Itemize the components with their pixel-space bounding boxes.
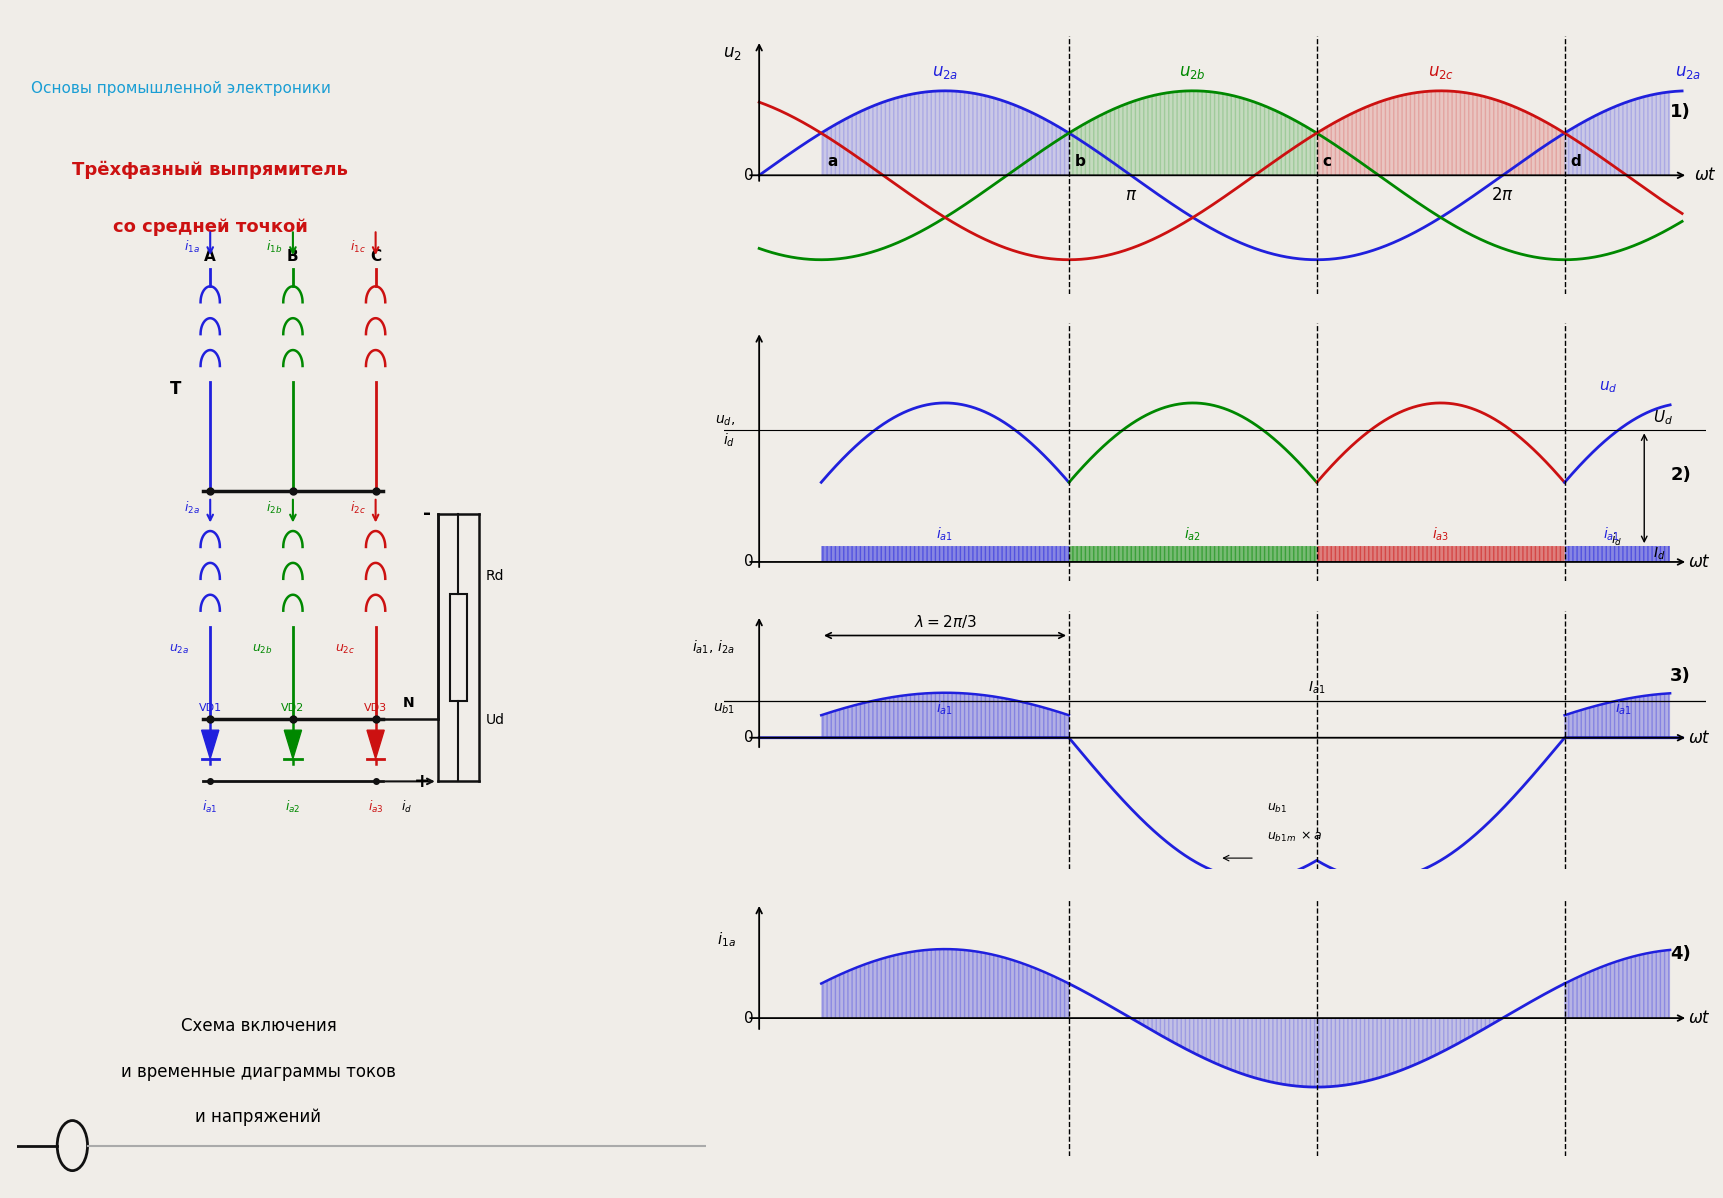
Text: $u_d$: $u_d$ xyxy=(1599,380,1618,395)
Text: VD1: VD1 xyxy=(198,703,222,713)
Text: 0: 0 xyxy=(744,1011,753,1025)
Text: a: a xyxy=(827,153,837,169)
Text: N: N xyxy=(403,696,415,710)
Polygon shape xyxy=(367,731,384,758)
Text: $u_2$: $u_2$ xyxy=(722,44,741,62)
Text: $u_{b1}$: $u_{b1}$ xyxy=(713,702,736,716)
Text: VD2: VD2 xyxy=(281,703,305,713)
Text: C: C xyxy=(370,248,381,264)
Text: Основы промышленной электроники: Основы промышленной электроники xyxy=(31,81,331,97)
Text: $i_d$: $i_d$ xyxy=(1611,532,1621,547)
Text: $I_d$: $I_d$ xyxy=(1652,546,1664,562)
Polygon shape xyxy=(202,731,219,758)
Text: $i_{a3}$: $i_{a3}$ xyxy=(367,799,384,815)
Text: 3): 3) xyxy=(1670,667,1690,685)
Text: $i_{1c}$: $i_{1c}$ xyxy=(350,238,365,254)
Text: $u_{2a}$: $u_{2a}$ xyxy=(169,643,190,657)
Text: $U_d$: $U_d$ xyxy=(1652,409,1673,428)
Text: 0: 0 xyxy=(744,555,753,569)
Text: $i_{a1}$: $i_{a1}$ xyxy=(202,799,219,815)
Text: VD3: VD3 xyxy=(364,703,388,713)
Text: $i_{a1}$: $i_{a1}$ xyxy=(937,526,953,543)
Text: $i_{a1}$: $i_{a1}$ xyxy=(1604,526,1620,543)
Text: $i_{a1},\,i_{2a}$: $i_{a1},\,i_{2a}$ xyxy=(693,639,736,657)
Text: $u_{2a}$: $u_{2a}$ xyxy=(932,62,958,80)
Text: $I_{a1}$: $I_{a1}$ xyxy=(1308,679,1325,696)
Text: $\omega t$: $\omega t$ xyxy=(1689,553,1711,571)
Polygon shape xyxy=(284,731,302,758)
Text: 0: 0 xyxy=(744,731,753,745)
Text: d: d xyxy=(1570,153,1582,169)
Text: $i_{a1}$: $i_{a1}$ xyxy=(1614,700,1632,718)
Text: $u_{b1m}\;\times a$: $u_{b1m}\;\times a$ xyxy=(1266,830,1322,843)
Text: $\omega t$: $\omega t$ xyxy=(1689,1009,1711,1027)
Text: 1): 1) xyxy=(1670,103,1690,121)
Text: $u_{2c}$: $u_{2c}$ xyxy=(334,643,355,657)
Text: b: b xyxy=(1075,153,1085,169)
Text: $i_{a3}$: $i_{a3}$ xyxy=(1432,526,1449,543)
Text: $i_d$: $i_d$ xyxy=(401,799,412,815)
Text: $\pi$: $\pi$ xyxy=(1125,186,1137,205)
Text: c: c xyxy=(1323,153,1332,169)
Text: $i_{a2}$: $i_{a2}$ xyxy=(286,799,300,815)
Text: T: T xyxy=(171,380,181,398)
Text: A: A xyxy=(205,248,215,264)
Text: $u_{2c}$: $u_{2c}$ xyxy=(1428,62,1454,80)
Text: Rd: Rd xyxy=(486,569,505,582)
Text: $i_{2a}$: $i_{2a}$ xyxy=(184,501,200,516)
Text: Трёхфазный выпрямитель: Трёхфазный выпрямитель xyxy=(72,162,348,180)
Text: $\omega t$: $\omega t$ xyxy=(1694,167,1716,184)
Bar xyxy=(450,594,467,701)
Text: $i_{2b}$: $i_{2b}$ xyxy=(267,501,283,516)
Text: $i_{1a}$: $i_{1a}$ xyxy=(184,238,200,254)
Text: B: B xyxy=(288,248,298,264)
Text: $2\pi$: $2\pi$ xyxy=(1490,186,1515,205)
Text: со средней точкой: со средней точкой xyxy=(112,218,308,236)
Text: 2): 2) xyxy=(1670,466,1690,484)
Text: $\omega t$: $\omega t$ xyxy=(1689,728,1711,746)
Text: $u_{b1}$: $u_{b1}$ xyxy=(1266,801,1287,815)
Text: $i_{a2}$: $i_{a2}$ xyxy=(1184,526,1201,543)
Text: и напряжений: и напряжений xyxy=(195,1108,322,1126)
Text: $i_{1b}$: $i_{1b}$ xyxy=(267,238,283,254)
Text: и временные диаграммы токов: и временные диаграммы токов xyxy=(121,1063,396,1081)
Text: $\lambda=2\pi/3$: $\lambda=2\pi/3$ xyxy=(913,613,977,630)
Text: $u_{2b}$: $u_{2b}$ xyxy=(1180,62,1206,80)
Text: 0: 0 xyxy=(744,168,753,183)
Text: $u_{d},$: $u_{d},$ xyxy=(715,413,736,428)
Text: Схема включения: Схема включения xyxy=(181,1017,336,1035)
Text: 4): 4) xyxy=(1670,945,1690,963)
Text: $i_{2c}$: $i_{2c}$ xyxy=(350,501,365,516)
Text: +: + xyxy=(414,772,431,791)
Text: $i_{1a}$: $i_{1a}$ xyxy=(717,931,736,949)
Text: $i_{a1}$: $i_{a1}$ xyxy=(937,700,953,718)
Text: Ud: Ud xyxy=(486,713,505,726)
Text: $u_{2a}$: $u_{2a}$ xyxy=(1675,62,1702,80)
Text: $u_{2b}$: $u_{2b}$ xyxy=(252,643,272,657)
Text: -: - xyxy=(422,504,431,524)
Text: $i_d$: $i_d$ xyxy=(724,431,736,449)
